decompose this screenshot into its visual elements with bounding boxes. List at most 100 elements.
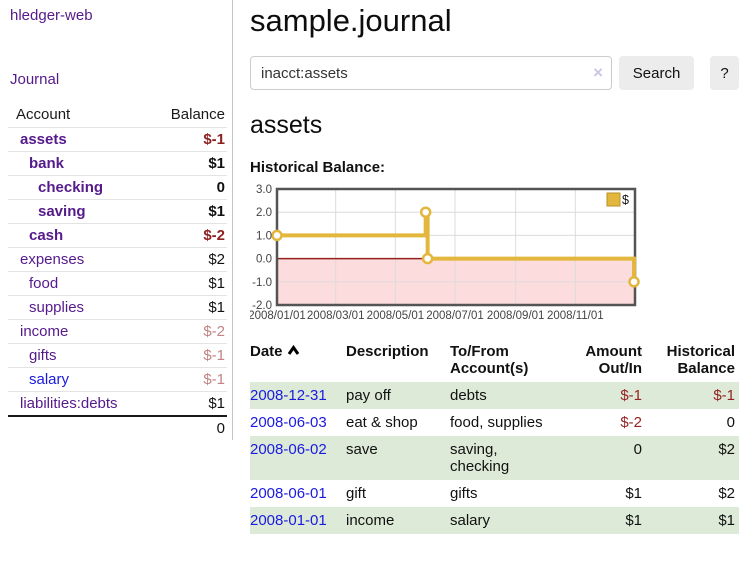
register-header-row: Date Description To/From Account(s) Amou… [250, 339, 739, 382]
transaction-amount: $1 [625, 512, 642, 529]
register-table: Date Description To/From Account(s) Amou… [250, 339, 739, 534]
transaction-accounts: gifts [450, 485, 478, 502]
column-header-description: Description [346, 343, 429, 360]
account-balance: $1 [208, 155, 225, 172]
account-row-assets: assets $-1 [8, 127, 227, 151]
search-button[interactable]: Search [619, 56, 695, 90]
account-tree: Account Balance assets $-1 bank $1 check… [8, 102, 227, 440]
account-balance: $-2 [203, 227, 225, 244]
register-row: 2008-06-02 save saving, checking 0 $2 [250, 436, 739, 480]
account-row-bank: bank $1 [8, 151, 227, 175]
app-title-link[interactable]: hledger-web [10, 7, 93, 24]
register-row: 2008-01-01 income salary $1 $1 [250, 507, 739, 534]
account-balance: $1 [208, 299, 225, 316]
column-header-accounts: To/From Account(s) [450, 343, 529, 377]
account-link[interactable]: income [20, 323, 69, 340]
svg-text:2.0: 2.0 [256, 207, 272, 219]
account-link[interactable]: cash [29, 227, 64, 244]
transaction-balance: $1 [718, 512, 735, 529]
column-header-amount: Amount Out/In [585, 343, 642, 377]
account-tree-header: Account Balance [8, 102, 227, 127]
transaction-balance: $-1 [713, 387, 735, 404]
account-row-food: food $1 [8, 271, 227, 295]
sidebar: hledger-web Journal Account Balance asse… [0, 0, 233, 440]
account-row-cash: cash $-2 [8, 223, 227, 247]
account-link[interactable]: supplies [29, 299, 85, 316]
transaction-description: gift [346, 485, 367, 502]
account-balance: $1 [208, 203, 225, 220]
main-content: sample.journal × Search ? assets Histori… [250, 0, 739, 534]
transaction-description: income [346, 512, 395, 529]
account-link[interactable]: liabilities:debts [20, 395, 118, 412]
account-row-supplies: supplies $1 [8, 295, 227, 319]
transaction-date-link[interactable]: 2008-12-31 [250, 387, 327, 404]
transaction-date-cell: 2008-12-31 [250, 382, 346, 409]
transaction-date-link[interactable]: 2008-06-03 [250, 414, 327, 431]
account-row-checking: checking 0 [8, 175, 227, 199]
account-row-liabilities-debts: liabilities:debts $1 [8, 391, 227, 415]
svg-text:2008/05/01: 2008/05/01 [367, 310, 425, 322]
account-link[interactable]: bank [29, 155, 65, 172]
column-header-date: Date [250, 339, 346, 382]
register-row: 2008-06-03 eat & shop food, supplies $-2… [250, 409, 739, 436]
accounts-total-value: 0 [216, 420, 225, 437]
register-row: 2008-12-31 pay off debts $-1 $-1 [250, 382, 739, 409]
balance-column-header: Balance [170, 106, 225, 123]
svg-text:-2.0: -2.0 [252, 300, 272, 312]
search-bar: × Search ? [250, 56, 739, 90]
account-page-title: assets [250, 111, 323, 139]
transaction-amount: $1 [625, 485, 642, 502]
transaction-accounts: food, supplies [450, 414, 543, 431]
transaction-amount: $-2 [620, 414, 642, 431]
register-row: 2008-06-01 gift gifts $1 $2 [250, 480, 739, 507]
historical-balance-chart: $3.0 2.0 1.0 0.0 -1.0 -2.0 2008/01/01 2008/03/0… [250, 184, 739, 327]
account-balance: $1 [208, 395, 225, 412]
help-button[interactable]: ? [710, 56, 739, 90]
account-link[interactable]: checking [38, 179, 104, 196]
transaction-balance: $2 [718, 485, 735, 502]
svg-text:2008/07/01: 2008/07/01 [426, 310, 484, 322]
account-link[interactable]: food [29, 275, 59, 292]
account-balance: $1 [208, 275, 225, 292]
account-balance: $-2 [203, 323, 225, 340]
svg-text:0.0: 0.0 [256, 254, 272, 266]
transaction-date-link[interactable]: 2008-06-02 [250, 441, 327, 458]
sidebar-item-journal[interactable]: Journal [10, 71, 60, 88]
clear-search-icon[interactable]: × [593, 63, 603, 82]
account-row-gifts: gifts $-1 [8, 343, 227, 367]
column-header-balance: Historical Balance [666, 343, 735, 377]
transaction-description: pay off [346, 387, 391, 404]
account-link[interactable]: expenses [20, 251, 85, 268]
transaction-description: save [346, 441, 378, 458]
account-balance: $-1 [203, 347, 225, 364]
svg-text:1.0: 1.0 [256, 230, 272, 242]
svg-text:$: $ [622, 193, 629, 207]
search-input[interactable] [250, 56, 612, 90]
transaction-date-cell: 2008-06-03 [250, 409, 346, 436]
sort-ascending-icon [287, 345, 300, 356]
transaction-date-link[interactable]: 2008-06-01 [250, 485, 327, 502]
account-balance: $-1 [203, 131, 225, 148]
account-link[interactable]: saving [38, 203, 86, 220]
account-row-salary: salary $-1 [8, 367, 227, 391]
account-link[interactable]: salary [29, 371, 70, 388]
svg-text:2008/03/01: 2008/03/01 [307, 310, 365, 322]
transaction-accounts: saving, checking [450, 441, 510, 475]
account-link[interactable]: gifts [29, 347, 57, 364]
account-row-income: income $-2 [8, 319, 227, 343]
account-row-expenses: expenses $2 [8, 247, 227, 271]
transaction-description: eat & shop [346, 414, 418, 431]
transaction-date-cell: 2008-06-02 [250, 436, 346, 480]
svg-text:2008/09/01: 2008/09/01 [487, 310, 545, 322]
transaction-accounts: salary [450, 512, 491, 529]
account-balance: $-1 [203, 371, 225, 388]
transaction-balance: $2 [718, 441, 735, 458]
account-link[interactable]: assets [20, 131, 67, 148]
account-balance: 0 [216, 179, 225, 196]
transaction-accounts: debts [450, 387, 487, 404]
transaction-date-link[interactable]: 2008-01-01 [250, 512, 327, 529]
account-balance: $2 [208, 251, 225, 268]
account-column-header: Account [16, 106, 71, 123]
transaction-date-cell: 2008-01-01 [250, 507, 346, 534]
